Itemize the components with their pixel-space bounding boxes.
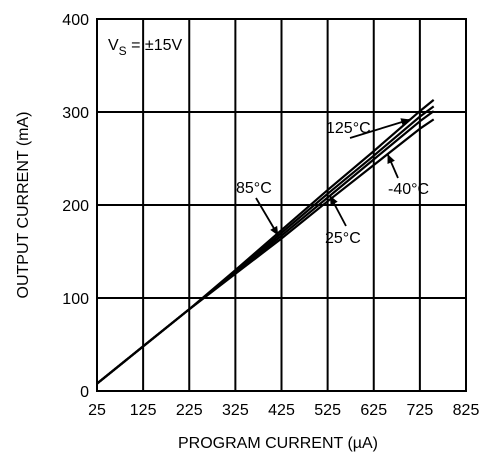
x-axis-title: PROGRAM CURRENT (µA) — [178, 435, 378, 452]
x-tick-label: 725 — [407, 402, 434, 419]
label-arrowhead — [329, 195, 338, 206]
tick-labels: 25 125 225 325 425 525 625 725 825 0 100 200 300 400 — [62, 12, 479, 419]
y-tick-label: 400 — [62, 12, 89, 29]
series-line — [96, 99, 435, 385]
series-lines — [96, 99, 435, 385]
y-axis-title: OUTPUT CURRENT (mA) — [15, 112, 32, 299]
series-label: 25°C — [325, 230, 361, 247]
supply-annotation: VS = ±15V — [108, 37, 183, 58]
grid-lines — [97, 19, 466, 391]
x-tick-label: 525 — [314, 402, 341, 419]
x-tick-label: 225 — [176, 402, 203, 419]
series-label: -40°C — [388, 181, 429, 198]
label-arrow — [349, 118, 411, 139]
x-tick-label: 625 — [360, 402, 387, 419]
label-arrowhead — [387, 154, 395, 164]
annotation-sub: S — [119, 44, 127, 58]
series-line — [96, 118, 435, 385]
series-label: 85°C — [236, 180, 272, 197]
y-tick-label: 300 — [62, 105, 89, 122]
x-tick-label: 25 — [88, 402, 106, 419]
x-tick-label: 825 — [453, 402, 480, 419]
annotation-rest: = ±15V — [127, 37, 183, 54]
y-tick-label: 0 — [80, 384, 89, 401]
label-arrowhead — [270, 225, 279, 236]
x-tick-label: 425 — [268, 402, 295, 419]
label-arrowhead — [400, 118, 411, 126]
annotation-main: V — [108, 37, 119, 54]
series-labels: 125°C 85°C 25°C -40°C — [236, 118, 429, 247]
x-tick-label: 325 — [222, 402, 249, 419]
x-tick-label: 125 — [130, 402, 157, 419]
plot-frame — [96, 18, 467, 392]
y-tick-label: 200 — [62, 198, 89, 215]
y-tick-label: 100 — [62, 291, 89, 308]
series-label: 125°C — [326, 120, 371, 137]
